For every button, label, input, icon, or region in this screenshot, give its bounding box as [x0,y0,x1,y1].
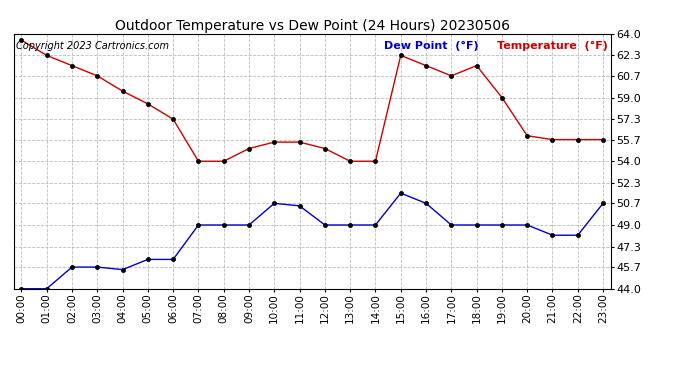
Text: Temperature  (°F): Temperature (°F) [497,41,608,51]
Title: Outdoor Temperature vs Dew Point (24 Hours) 20230506: Outdoor Temperature vs Dew Point (24 Hou… [115,19,510,33]
Text: Dew Point  (°F): Dew Point (°F) [384,41,478,51]
Text: Copyright 2023 Cartronics.com: Copyright 2023 Cartronics.com [16,41,168,51]
